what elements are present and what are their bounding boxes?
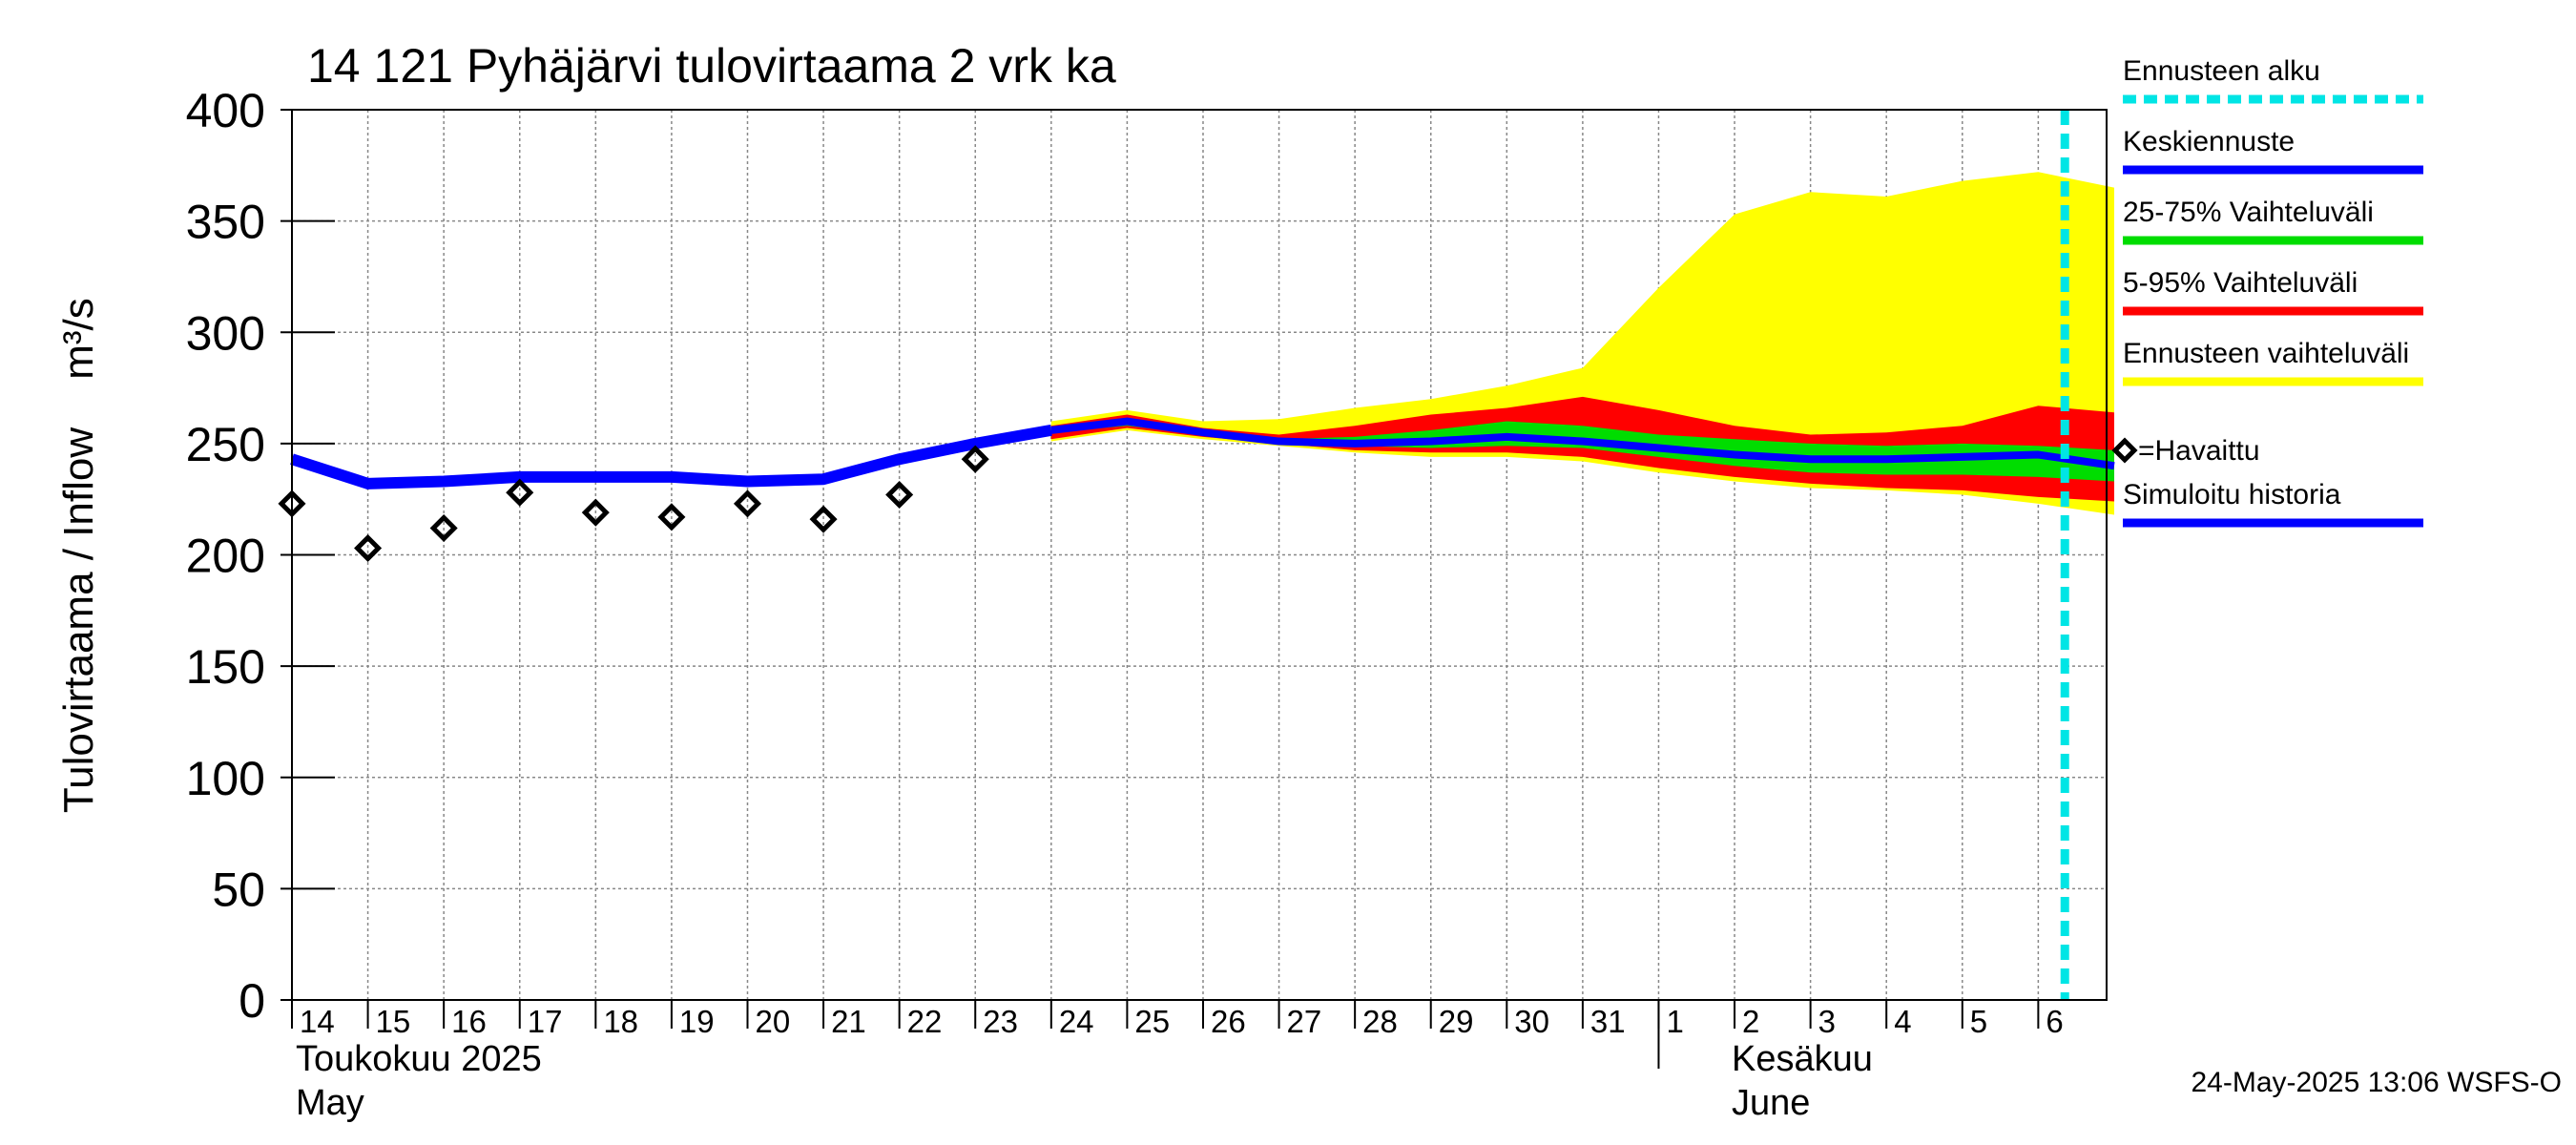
x-tick-label: 21 (831, 1004, 866, 1039)
x-tick-label: 29 (1439, 1004, 1474, 1039)
x-tick-label: 20 (755, 1004, 790, 1039)
footer-timestamp: 24-May-2025 13:06 WSFS-O (2192, 1067, 2563, 1098)
x-tick-label: 24 (1059, 1004, 1094, 1039)
observed-point (581, 498, 610, 527)
axes: 14 15 16 17 18 19 20 21 22 23 24 25 26 27 28 29 30 31 1 2 3 4… (186, 84, 2108, 1069)
band-full-range (1050, 172, 2114, 515)
x-tick-label: 27 (1287, 1004, 1322, 1039)
legend-marker-observed (2111, 437, 2138, 464)
x-tick-label: 26 (1211, 1004, 1246, 1039)
x-tick-label: 28 (1362, 1004, 1398, 1039)
observed-point (809, 505, 838, 533)
legend-label: Keskiennuste (2123, 126, 2295, 157)
x-tick-label: 1 (1666, 1004, 1683, 1039)
observed-point (885, 480, 914, 510)
x-tick-label: 3 (1818, 1004, 1836, 1039)
x-tick-label: 2 (1742, 1004, 1759, 1039)
x-tick-label: 31 (1590, 1004, 1626, 1039)
observed-markers (278, 445, 989, 563)
y-tick-label: 250 (186, 418, 265, 471)
forecast-median-line (1050, 417, 2115, 470)
y-axis-unit: m³/s (55, 298, 102, 380)
y-tick-label: 350 (186, 196, 265, 249)
x-tick-label: 14 (300, 1004, 335, 1039)
observed-point (354, 533, 383, 563)
legend-label: Ennusteen alku (2123, 55, 2320, 87)
x-tick-label: 30 (1514, 1004, 1549, 1039)
x-tick-label: 22 (907, 1004, 943, 1039)
y-axis-label-unit: m³/s (55, 298, 102, 380)
legend: Ennusteen alku Keskiennuste 25-75% Vaihtel… (2111, 55, 2423, 528)
legend-label: 5-95% Vaihteluväli (2123, 267, 2358, 299)
x-tick-label: 25 (1134, 1004, 1170, 1039)
series-lines (290, 110, 2115, 1000)
x-tick-label: 6 (2046, 1004, 2063, 1039)
y-axis-label: Tulovirtaama / Inflow (55, 427, 102, 814)
x-tick-label: 23 (983, 1004, 1018, 1039)
y-axis-label-main: Tulovirtaama / Inflow (55, 427, 102, 814)
observed-point (506, 478, 534, 507)
legend-label: Ennusteen vaihteluväli (2123, 338, 2409, 369)
x-tick-label: 15 (376, 1004, 411, 1039)
month-label-may-en: May (296, 1083, 364, 1123)
month-label-june-fi: Kesäkuu (1732, 1039, 1873, 1079)
observed-point (733, 489, 762, 518)
chart-title: 14 121 Pyhäjärvi tulovirtaama 2 vrk ka (307, 39, 1116, 93)
legend-label: =Havaittu (2138, 435, 2260, 467)
observed-point (657, 503, 686, 531)
observed-point (961, 445, 989, 473)
y-tick-label: 0 (239, 974, 265, 1028)
y-tick-label: 150 (186, 640, 265, 694)
band-25-75 (1050, 419, 2114, 482)
legend-label: Simuloitu historia (2123, 479, 2341, 510)
y-tick-label: 200 (186, 530, 265, 583)
x-tick-label: 5 (1970, 1004, 1987, 1039)
month-label-may-fi: Toukokuu 2025 (296, 1039, 542, 1079)
y-tick-label: 400 (186, 84, 265, 137)
legend-label: 25-75% Vaihteluväli (2123, 197, 2374, 228)
simulated-history-line (290, 424, 1052, 489)
forecast-bands (1050, 172, 2114, 515)
observed-point (429, 513, 458, 543)
x-tick-label: 17 (528, 1004, 563, 1039)
band-5-95 (1050, 396, 2114, 502)
x-tick-label: 19 (679, 1004, 715, 1039)
y-tick-label: 300 (186, 306, 265, 360)
x-tick-label: 18 (603, 1004, 638, 1039)
x-tick-label: 4 (1894, 1004, 1911, 1039)
plot-frame (291, 109, 2108, 1001)
month-label-june-en: June (1732, 1083, 1810, 1123)
x-tick-label: 16 (451, 1004, 487, 1039)
y-tick-label: 100 (186, 752, 265, 805)
y-tick-label: 50 (212, 863, 265, 916)
